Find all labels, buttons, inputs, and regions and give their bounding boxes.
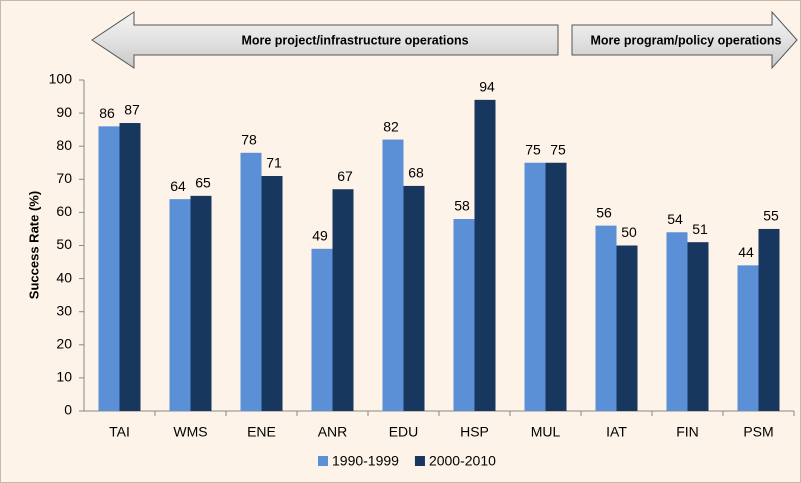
bar — [332, 189, 354, 411]
bar — [403, 185, 425, 411]
y-tick-label: 80 — [56, 137, 72, 153]
bar — [240, 152, 262, 411]
bar — [98, 126, 120, 411]
x-tick-label: ENE — [247, 424, 276, 440]
x-tick-label: MUL — [531, 424, 561, 440]
annotation: More project/infrastructure operations — [241, 33, 468, 47]
data-label: 87 — [124, 102, 140, 118]
bar — [545, 162, 567, 411]
x-tick-label: TAI — [109, 424, 130, 440]
x-tick-label: FIN — [676, 424, 699, 440]
x-tick-label: IAT — [606, 424, 627, 440]
data-label: 75 — [550, 141, 566, 157]
data-label: 67 — [337, 168, 353, 184]
right-arrow — [571, 10, 798, 70]
data-label: 44 — [738, 244, 754, 260]
data-label: 50 — [621, 224, 637, 240]
y-tick-label: 30 — [56, 302, 72, 318]
bar — [382, 139, 404, 411]
annotation: More program/policy operations — [590, 33, 781, 47]
y-tick-label: 20 — [56, 336, 72, 352]
bar — [311, 248, 333, 411]
bar — [119, 123, 141, 411]
legend-swatch — [414, 456, 425, 466]
y-tick-label: 70 — [56, 170, 72, 186]
bar — [758, 228, 780, 411]
data-label: 71 — [266, 155, 282, 171]
y-tick-label: 50 — [56, 236, 72, 252]
y-tick-label: 40 — [56, 269, 72, 285]
legend-label: 1990-1999 — [332, 453, 399, 469]
bar — [595, 225, 617, 411]
data-label: 65 — [195, 175, 211, 191]
x-tick-label: WMS — [173, 424, 207, 440]
x-tick-label: EDU — [389, 424, 419, 440]
data-label: 86 — [99, 105, 115, 121]
y-tick-label: 10 — [56, 369, 72, 385]
data-label: 78 — [241, 132, 257, 148]
data-label: 94 — [479, 79, 495, 95]
y-tick-label: 60 — [56, 203, 72, 219]
x-tick-label: ANR — [318, 424, 348, 440]
y-tick-label: 0 — [64, 402, 72, 418]
x-tick-label: HSP — [460, 424, 489, 440]
x-tick-label: PSM — [743, 424, 773, 440]
y-tick-label: 90 — [56, 104, 72, 120]
bar — [169, 199, 191, 411]
data-label: 56 — [596, 204, 612, 220]
data-label: 82 — [383, 118, 399, 134]
data-label: 75 — [525, 141, 541, 157]
data-label: 68 — [408, 165, 424, 181]
bar — [616, 245, 638, 411]
y-axis-label: Success Rate (%) — [26, 191, 41, 299]
bar — [666, 232, 688, 411]
data-label: 54 — [667, 211, 683, 227]
data-label: 55 — [763, 208, 779, 224]
bar — [474, 99, 496, 412]
bar — [687, 242, 709, 411]
bar — [190, 195, 212, 411]
data-label: 51 — [692, 221, 708, 237]
bar — [524, 162, 546, 411]
data-label: 58 — [454, 198, 470, 214]
left-arrow — [91, 11, 559, 69]
bar — [453, 219, 475, 411]
data-label: 64 — [170, 178, 186, 194]
legend-swatch — [318, 456, 328, 466]
legend-label: 2000-2010 — [429, 453, 496, 469]
bar — [261, 175, 283, 411]
data-label: 49 — [312, 228, 328, 244]
bar — [737, 265, 759, 411]
y-tick-label: 100 — [49, 71, 73, 87]
